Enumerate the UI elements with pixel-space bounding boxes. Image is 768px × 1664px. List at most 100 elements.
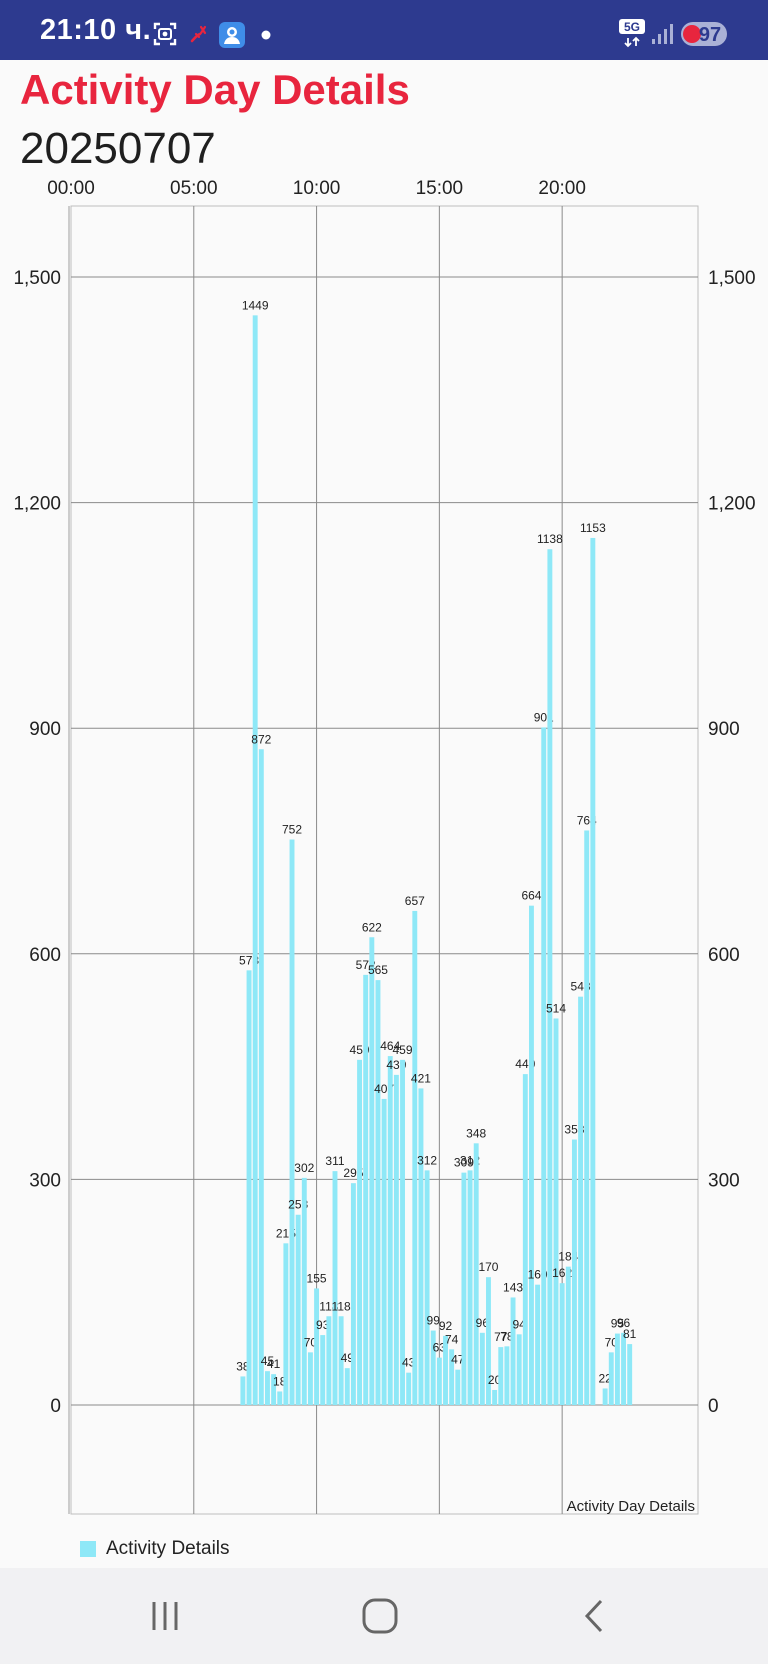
bar (584, 830, 590, 1405)
home-icon (362, 1598, 398, 1634)
bar (369, 937, 375, 1405)
bar-value-label: 43 (402, 1356, 416, 1370)
x-tick-label: 15:00 (416, 178, 464, 199)
bar-value-label: 464 (380, 1039, 400, 1053)
bar (547, 549, 553, 1405)
y-tick-label-right: 1,200 (708, 494, 756, 515)
bar (314, 1288, 320, 1405)
bar (307, 1352, 313, 1405)
bar (578, 996, 584, 1405)
bar (590, 537, 596, 1405)
bar (430, 1330, 436, 1405)
chart-description: Activity Day Details (567, 1498, 695, 1515)
legend-swatch (80, 1541, 96, 1557)
bar (252, 315, 258, 1405)
date-label: 20250707 (20, 124, 216, 173)
bar-value-label: 63 (433, 1341, 447, 1355)
y-tick-label-left: 1,200 (13, 494, 61, 515)
recent-apps-icon (152, 1602, 178, 1630)
battery-icon: 97 (681, 22, 727, 46)
back-icon (584, 1599, 603, 1633)
bar-value-label: 22 (598, 1371, 612, 1385)
plot-frame (70, 205, 699, 1515)
bar-value-label: 421 (411, 1071, 431, 1085)
missed-call-icon (190, 25, 207, 43)
x-tick-label: 20:00 (538, 178, 586, 199)
bar (240, 1376, 246, 1405)
network-type: 5G (624, 20, 640, 34)
bar-value-label: 311 (325, 1154, 344, 1168)
bar-value-label: 92 (439, 1319, 453, 1333)
contact-app-icon (219, 22, 245, 48)
bar (271, 1374, 277, 1405)
y-tick-label-left: 300 (29, 1170, 61, 1191)
bar (522, 1074, 528, 1405)
bar-value-label: 514 (546, 1001, 566, 1015)
bar (449, 1349, 455, 1405)
bar-value-label: 309 (454, 1156, 474, 1170)
bar (258, 749, 264, 1405)
bar (332, 1171, 338, 1405)
y-tick-label-right: 1,500 (708, 268, 756, 289)
x-tick-label: 00:00 (47, 178, 95, 199)
chart-legend: Activity Details (80, 1537, 230, 1561)
bar (363, 974, 369, 1405)
y-tick-label-left: 0 (50, 1396, 61, 1417)
bar (393, 1074, 399, 1405)
bar (350, 1183, 356, 1405)
signal-icon (652, 24, 673, 44)
bar (516, 1334, 522, 1405)
recent-apps-button[interactable] (135, 1586, 195, 1646)
bar-value-label: 95 (611, 1317, 625, 1331)
bar (375, 980, 381, 1405)
bar (406, 1372, 412, 1405)
y-tick-label-left: 600 (29, 945, 61, 966)
bar (344, 1368, 350, 1405)
bar (627, 1344, 633, 1405)
bar (418, 1088, 424, 1405)
bar (621, 1332, 626, 1405)
bar (492, 1389, 498, 1405)
bar (473, 1143, 479, 1405)
bar (608, 1352, 614, 1405)
bar-value-label: 78 (500, 1329, 514, 1343)
x-tick-label: 10:00 (293, 178, 341, 199)
bar-value-label: 20 (488, 1373, 502, 1387)
network-5g-icon: 5G (619, 19, 645, 48)
page-title: Activity Day Details (20, 66, 410, 113)
bar (535, 1284, 541, 1405)
bar-value-label: 1138 (537, 532, 563, 546)
y-tick-label-right: 900 (708, 719, 740, 740)
bar (320, 1335, 326, 1405)
bar-value-label: 99 (427, 1314, 441, 1328)
back-button[interactable] (565, 1586, 625, 1646)
bar-value-label: 118 (332, 1299, 351, 1313)
bar-value-label: 41 (267, 1357, 281, 1371)
bar (443, 1335, 448, 1405)
bar-value-label: 565 (368, 963, 388, 977)
bar (486, 1277, 491, 1405)
bar-value-label: 38 (236, 1359, 250, 1373)
bar-value-label: 155 (307, 1271, 327, 1285)
bar-value-label: 70 (304, 1335, 318, 1349)
activity-chart: 0 0 300 300 600 600 900 900 1,200 1,200 1,500 1,500… (13, 178, 756, 1515)
bar-value-label: 302 (294, 1161, 314, 1175)
bar-value-label: 348 (466, 1126, 486, 1140)
bar-value-label: 459 (393, 1043, 413, 1057)
bar (528, 905, 534, 1405)
bar-value-label: 1449 (242, 298, 269, 312)
bar (510, 1297, 516, 1405)
bar (559, 1283, 565, 1405)
bar (338, 1316, 344, 1405)
y-tick-label-right: 0 (708, 1396, 719, 1417)
navigation-bar (0, 1568, 768, 1664)
bar (357, 1059, 363, 1405)
home-button[interactable] (350, 1586, 410, 1646)
bar (301, 1177, 307, 1405)
bar-value-label: 752 (282, 822, 302, 836)
bar-value-label: 872 (251, 732, 271, 746)
bar (479, 1332, 485, 1405)
bar-value-label: 45 (261, 1354, 275, 1368)
bar-value-label: 96 (476, 1316, 490, 1330)
bar-value-label: 49 (341, 1351, 355, 1365)
